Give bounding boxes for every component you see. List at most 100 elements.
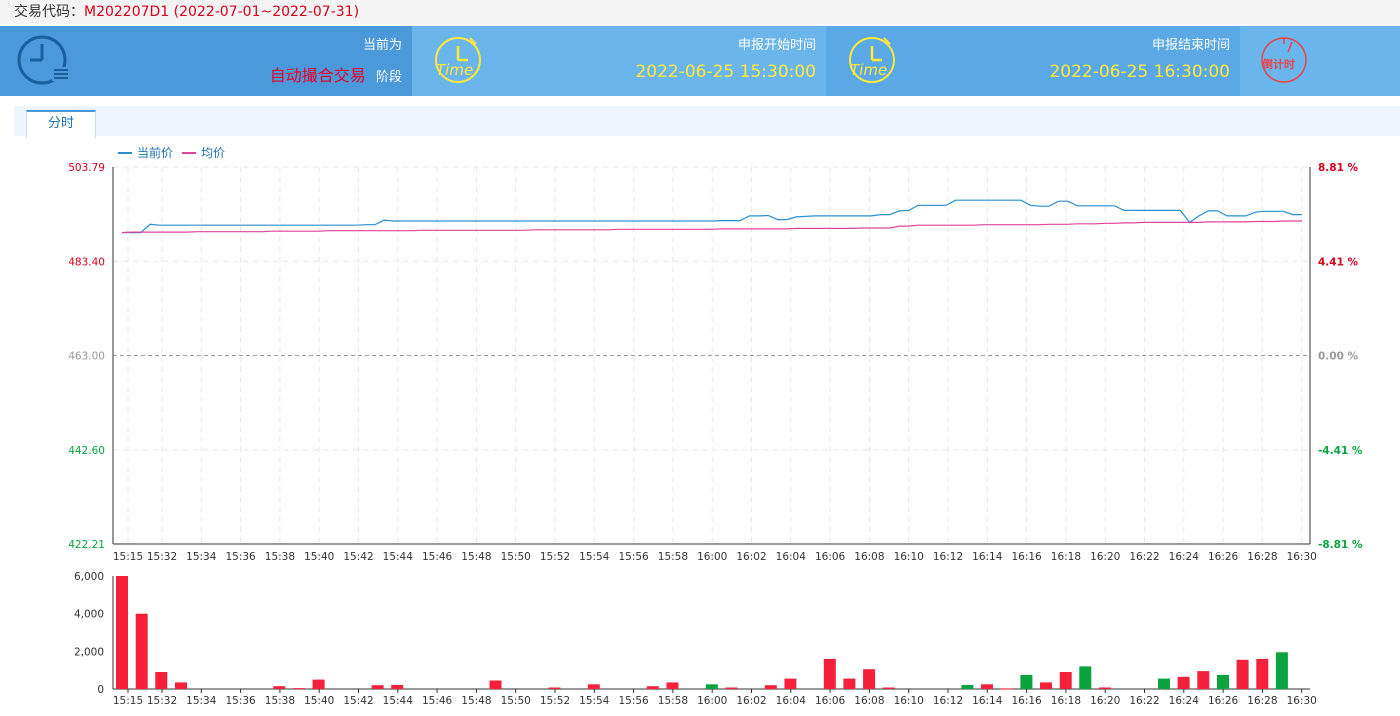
volume-x-label: 16:18 (1051, 695, 1081, 707)
volume-x-label: 15:58 (658, 695, 688, 707)
volume-x-label: 15:50 (501, 695, 531, 707)
y-axis-label-left: 463.00 (68, 351, 105, 363)
status-banner: 当前为 自动撮合交易 阶段 Time 申报开始时间 2022-06-25 15:… (0, 26, 1400, 96)
x-axis-label: 16:24 (1169, 551, 1200, 563)
series-line-0 (122, 199, 1302, 234)
volume-x-label: 15:32 (147, 695, 177, 707)
time-icon-text: Time (436, 61, 473, 79)
phase-value: 自动撮合交易 (269, 66, 366, 85)
x-axis-label: 16:18 (1051, 551, 1081, 563)
volume-bar (116, 576, 128, 689)
x-axis-label: 15:42 (343, 551, 373, 563)
volume-bar (1099, 687, 1111, 689)
x-axis-label: 15:56 (618, 551, 649, 563)
phase-suffix: 阶段 (375, 70, 402, 85)
x-axis-label: 16:02 (736, 551, 766, 563)
volume-bar (587, 684, 600, 689)
x-axis-label: 16:12 (933, 551, 963, 563)
volume-x-label: 15:15 (113, 695, 143, 707)
volume-x-label: 15:46 (422, 695, 453, 707)
y-axis-label-left: 483.40 (68, 256, 105, 268)
volume-bar (292, 688, 305, 690)
volume-bar (489, 680, 502, 689)
volume-bar (135, 613, 148, 689)
y-axis-label-right: -4.41 % (1318, 445, 1363, 457)
x-axis-label: 16:00 (697, 551, 727, 563)
phase-panel: 当前为 自动撮合交易 阶段 (0, 26, 412, 96)
x-axis-label: 15:46 (422, 551, 453, 563)
y-axis-label-right: 8.81 % (1318, 162, 1359, 174)
phase-value-row: 自动撮合交易 阶段 (270, 62, 402, 86)
volume-x-label: 16:04 (776, 695, 807, 707)
x-axis-label: 15:44 (383, 551, 414, 563)
x-axis-label: 15:48 (461, 551, 491, 563)
legend-label: 当前价 (137, 145, 173, 160)
x-axis-label: 15:52 (540, 551, 570, 563)
volume-bar (705, 684, 718, 689)
volume-x-label: 16:24 (1169, 695, 1200, 707)
volume-bar (273, 686, 286, 689)
volume-bar (981, 684, 993, 689)
volume-bar (725, 687, 738, 689)
countdown-icon: 倒计时 (1261, 37, 1307, 83)
volume-x-label: 16:22 (1129, 695, 1159, 707)
volume-bar (1040, 682, 1052, 689)
time-icon-text: Time (850, 61, 887, 79)
time-clock-icon: Time (435, 37, 481, 83)
volume-bar (882, 687, 895, 689)
volume-bar (1020, 674, 1033, 689)
volume-x-label: 15:48 (461, 695, 491, 707)
tab-intraday[interactable]: 分时 (26, 110, 96, 138)
volume-x-label: 15:56 (618, 695, 649, 707)
volume-x-label: 15:38 (265, 695, 295, 707)
countdown-text: 倒计时 (1261, 57, 1295, 71)
volume-bar (1197, 671, 1210, 689)
x-axis-label: 15:54 (579, 551, 610, 563)
x-axis-label: 16:28 (1247, 551, 1277, 563)
x-axis-label: 16:22 (1129, 551, 1159, 563)
x-axis-label: 16:08 (854, 551, 884, 563)
volume-bar (1000, 688, 1013, 690)
x-axis-label: 16:10 (894, 551, 924, 563)
volume-bar (863, 669, 876, 689)
countdown-panel: 倒计时 (1240, 26, 1400, 96)
end-time-panel: Time 申报结束时间 2022-06-25 16:30:00 (826, 26, 1240, 96)
volume-y-label: 2,000 (74, 646, 104, 658)
x-axis-label: 15:38 (265, 551, 295, 563)
volume-bar (391, 684, 404, 689)
y-axis-label-left: 503.79 (68, 162, 105, 174)
start-time-value: 2022-06-25 15:30:00 (635, 62, 816, 82)
trade-code-bar: 交易代码：M202207D1 (2022-07-01~2022-07-31) (0, 0, 1400, 24)
volume-x-label: 16:28 (1247, 695, 1277, 707)
y-axis-label-left: 422.21 (68, 539, 105, 551)
start-time-panel: Time 申报开始时间 2022-06-25 15:30:00 (412, 26, 826, 96)
volume-bar (312, 679, 325, 689)
x-axis-label: 15:58 (658, 551, 688, 563)
tab-bar: 分时 (14, 106, 1400, 138)
clock-list-icon (17, 35, 68, 85)
x-axis-label: 16:26 (1208, 551, 1239, 563)
volume-x-label: 16:08 (854, 695, 884, 707)
volume-bar (1079, 666, 1092, 689)
volume-y-label: 0 (97, 684, 104, 696)
volume-bar (155, 672, 168, 689)
x-axis-label: 15:50 (501, 551, 531, 563)
volume-x-label: 15:40 (304, 695, 334, 707)
volume-y-label: 6,000 (74, 571, 104, 583)
volume-bar (764, 685, 777, 689)
volume-x-label: 15:36 (225, 695, 256, 707)
x-axis-label: 16:14 (972, 551, 1003, 563)
volume-bar (1177, 676, 1190, 689)
legend-label: 均价 (201, 146, 225, 160)
volume-bar (646, 686, 659, 689)
volume-bar (784, 678, 797, 689)
volume-bar (961, 684, 974, 689)
phase-title: 当前为 (362, 38, 402, 53)
trade-code-text: 交易代码：M202207D1 (2022-07-01~2022-07-31) (14, 0, 359, 24)
series-line-1 (121, 220, 1302, 234)
y-axis-label-left: 442.60 (68, 445, 105, 457)
x-axis-label: 15:36 (225, 551, 256, 563)
x-axis-label: 15:40 (304, 551, 334, 563)
volume-x-label: 16:14 (972, 695, 1003, 707)
volume-bar (371, 685, 384, 689)
